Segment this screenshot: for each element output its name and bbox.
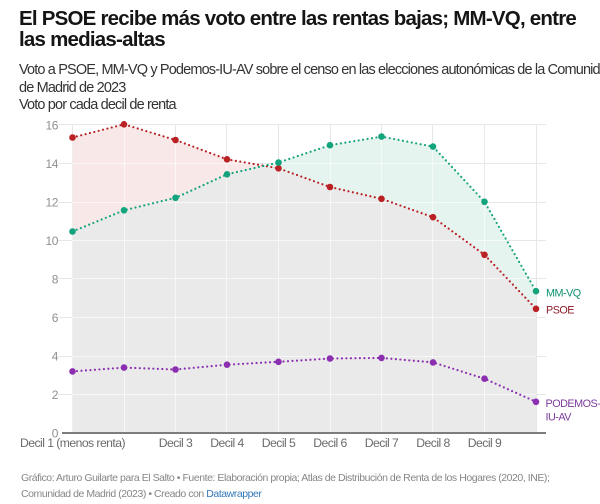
- svg-text:IU-AV: IU-AV: [546, 412, 573, 424]
- svg-text:Decil 9: Decil 9: [468, 436, 502, 450]
- svg-text:PSOE: PSOE: [546, 305, 574, 317]
- svg-text:Decil 1 (menos renta): Decil 1 (menos renta): [20, 436, 125, 450]
- svg-text:PODEMOS-: PODEMOS-: [546, 398, 600, 410]
- svg-text:4: 4: [52, 350, 59, 364]
- svg-text:Decil 7: Decil 7: [365, 436, 399, 450]
- svg-text:Decil 5: Decil 5: [262, 436, 296, 450]
- svg-text:14: 14: [45, 157, 58, 171]
- svg-text:Decil 8: Decil 8: [416, 436, 450, 450]
- svg-text:6: 6: [52, 311, 59, 325]
- svg-text:2: 2: [52, 388, 59, 402]
- svg-text:12: 12: [45, 196, 58, 210]
- svg-text:10: 10: [45, 234, 58, 248]
- svg-text:16: 16: [45, 119, 58, 133]
- svg-text:8: 8: [52, 273, 59, 287]
- svg-text:Decil 6: Decil 6: [313, 436, 347, 450]
- svg-text:0: 0: [52, 427, 59, 441]
- svg-text:Decil 3: Decil 3: [159, 436, 193, 450]
- svg-text:MM-VQ: MM-VQ: [546, 288, 581, 300]
- svg-text:Decil 4: Decil 4: [210, 436, 244, 450]
